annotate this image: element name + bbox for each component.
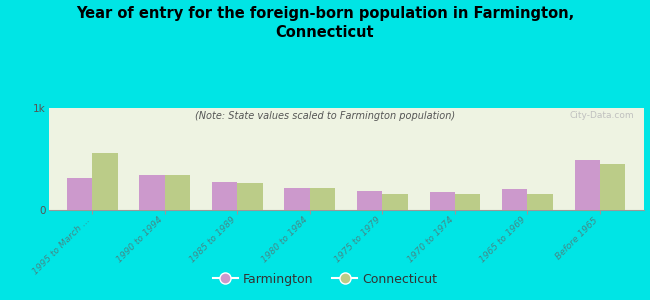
Text: Year of entry for the foreign-born population in Farmington,
Connecticut: Year of entry for the foreign-born popul… bbox=[76, 6, 574, 40]
Bar bbox=[67, 178, 92, 210]
Bar bbox=[455, 194, 480, 210]
Bar bbox=[237, 183, 263, 210]
Bar bbox=[139, 175, 165, 210]
Text: (Note: State values scaled to Farmington population): (Note: State values scaled to Farmington… bbox=[195, 111, 455, 121]
Bar bbox=[357, 190, 382, 210]
Bar bbox=[600, 164, 625, 210]
Bar bbox=[575, 160, 600, 210]
Bar bbox=[310, 188, 335, 210]
Text: City-Data.com: City-Data.com bbox=[570, 111, 634, 120]
Legend: Farmington, Connecticut: Farmington, Connecticut bbox=[208, 268, 442, 291]
Bar bbox=[92, 153, 118, 210]
Bar bbox=[430, 192, 455, 210]
Bar bbox=[285, 188, 310, 210]
Bar bbox=[382, 194, 408, 210]
Bar bbox=[502, 189, 527, 210]
Bar bbox=[212, 182, 237, 210]
Bar bbox=[527, 194, 553, 210]
Bar bbox=[165, 175, 190, 210]
